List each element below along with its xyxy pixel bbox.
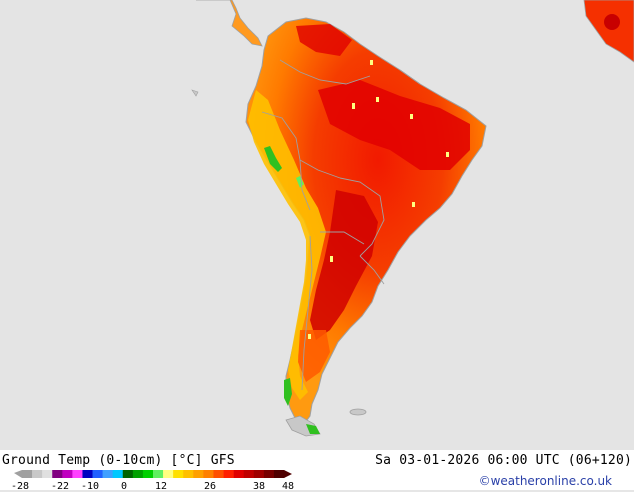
credit-link[interactable]: ©weatheronline.co.uk: [478, 474, 612, 488]
legend-swatch: [102, 470, 113, 478]
map-canvas: [191, 0, 634, 437]
legend-swatch: [92, 470, 103, 478]
legend-tick: 0: [120, 481, 128, 492]
legend-tick: -10: [80, 481, 100, 492]
legend-swatch: [193, 470, 204, 478]
legend-swatch: [153, 470, 164, 478]
falkland-islands: [349, 408, 367, 416]
legend-tick: -28: [10, 481, 30, 492]
legend-swatch: [142, 470, 154, 478]
legend-swatch: [42, 470, 53, 478]
legend-swatch: [263, 470, 275, 478]
country-borders: [261, 59, 421, 391]
chaco-hot-core: [310, 190, 378, 340]
legend-swatch: [122, 470, 134, 478]
africa-landmass: [583, 0, 634, 63]
central-america-landmass: [196, 0, 263, 47]
andes-cold-spot-south: [284, 378, 292, 406]
legend-tick: -22: [50, 481, 70, 492]
legend-swatch: [253, 470, 265, 478]
legend-swatches: [22, 470, 285, 478]
legend-swatch: [72, 470, 83, 478]
legend-swatch: [183, 470, 194, 478]
legend-swatch: [22, 470, 33, 478]
legend-swatch: [163, 470, 174, 478]
legend-swatch: [213, 470, 224, 478]
legend-swatch: [223, 470, 234, 478]
legend-right-arrow: [284, 470, 292, 478]
legend-swatch: [233, 470, 244, 478]
legend-swatch: [32, 470, 43, 478]
amazon-hot-core: [318, 80, 470, 170]
andes-cold-spot-north: [264, 146, 282, 172]
africa-hot-spot: [604, 14, 620, 30]
legend-swatch: [112, 470, 124, 478]
northern-hot-core: [296, 24, 352, 56]
legend-tick: 26: [203, 481, 217, 492]
map-title: Ground Temp (0-10cm) [°C] GFS: [2, 453, 235, 468]
legend-swatch: [62, 470, 73, 478]
legend-swatch: [203, 470, 214, 478]
tierra-del-fuego-cold: [306, 424, 320, 434]
patagonia-warm-zone: [298, 330, 330, 382]
temperature-map[interactable]: [0, 0, 634, 450]
legend-tick: 12: [154, 481, 168, 492]
legend-swatch: [82, 470, 93, 478]
legend-swatch: [243, 470, 255, 478]
legend-swatch: [132, 470, 144, 478]
legend-left-arrow: [14, 470, 22, 478]
footer-bar: Ground Temp (0-10cm) [°C] GFS Sa 03-01-2…: [0, 450, 634, 492]
legend-swatch: [273, 470, 285, 478]
galapagos-islands: [191, 89, 199, 97]
legend-tick: 38: [252, 481, 266, 492]
station-markers: [308, 60, 449, 339]
andes-cool-band: [248, 90, 326, 400]
legend-tick: 48: [281, 481, 295, 492]
color-legend: [14, 470, 292, 478]
legend-swatch: [52, 470, 63, 478]
forecast-datetime: Sa 03-01-2026 06:00 UTC (06+120): [375, 453, 632, 468]
legend-swatch: [173, 470, 184, 478]
